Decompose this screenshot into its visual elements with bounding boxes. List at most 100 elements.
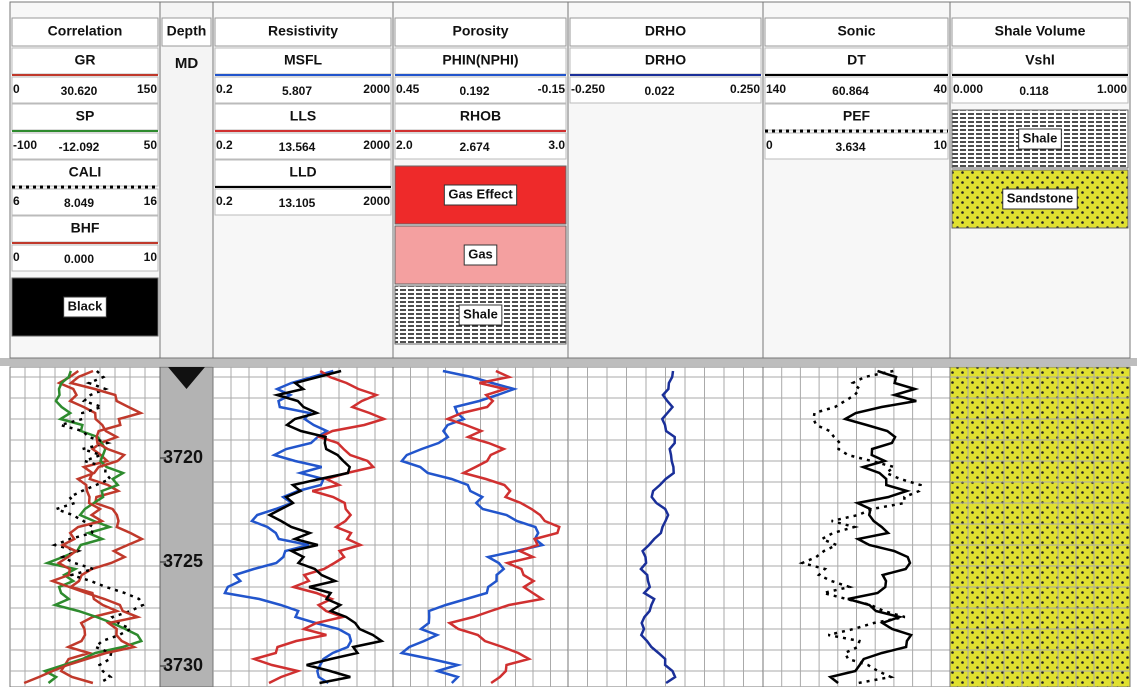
panel-divider xyxy=(0,358,1137,366)
depth-label: 3720 xyxy=(163,447,203,467)
track-title: Resistivity xyxy=(268,23,338,39)
curve-name: CALI xyxy=(69,164,102,180)
curve-max: 150 xyxy=(137,82,157,96)
curve-min: 2.0 xyxy=(396,138,413,152)
track-title-box xyxy=(951,17,1129,47)
curve-max: 10 xyxy=(934,138,948,152)
curve-name-box xyxy=(394,103,567,131)
curve-scale-box xyxy=(394,76,567,104)
depth-label: 3730 xyxy=(163,655,203,675)
curve-min: 0.2 xyxy=(216,194,233,208)
curve-scale-box xyxy=(951,76,1129,104)
log-curve xyxy=(827,369,920,684)
depth-track xyxy=(159,366,214,687)
log-curve xyxy=(223,369,353,685)
curve-name: GR xyxy=(75,52,96,68)
curve-value: 0.022 xyxy=(644,84,674,98)
curve-max: 40 xyxy=(934,82,948,96)
curve-scale-box xyxy=(214,76,392,104)
track-title-box xyxy=(214,17,392,47)
depth-label: 3725 xyxy=(163,551,203,571)
curve-scale-box xyxy=(764,132,949,160)
track-title: Correlation xyxy=(48,23,123,39)
curve-min: -100 xyxy=(13,138,37,152)
fill-label-box xyxy=(458,304,503,326)
log-curve xyxy=(23,369,145,685)
fill-label-box xyxy=(1002,188,1078,210)
curve-scale-box xyxy=(11,132,159,160)
curve-value: 0.118 xyxy=(1019,84,1049,98)
curve-max: 2000 xyxy=(363,82,390,96)
curve-name: DRHO xyxy=(645,52,686,68)
track-title: Porosity xyxy=(452,23,508,39)
curve-scale-box xyxy=(214,188,392,216)
curve-min: 140 xyxy=(766,82,786,96)
curve-value: 5.807 xyxy=(282,84,312,98)
track-title-box xyxy=(161,17,212,47)
fill-label: Gas xyxy=(468,246,493,261)
curve-value: 8.049 xyxy=(64,196,94,210)
fill-label-box xyxy=(1018,128,1062,150)
track-title: DRHO xyxy=(645,23,686,39)
depth-reference: MD xyxy=(175,55,198,72)
curve-name-box xyxy=(214,159,392,187)
log-curve xyxy=(56,369,145,685)
curve-name-box xyxy=(11,47,159,75)
fill-label-box xyxy=(463,244,498,266)
track-title: Shale Volume xyxy=(995,23,1086,39)
curve-name: BHF xyxy=(71,220,100,236)
fill-label: Gas Effect xyxy=(448,186,513,201)
curve-name-box xyxy=(764,103,949,131)
curve-min: 0.2 xyxy=(216,82,233,96)
curve-min: -0.250 xyxy=(571,82,605,96)
curve-name: PEF xyxy=(843,108,871,124)
curve-max: -0.15 xyxy=(538,82,566,96)
curve-scale-box xyxy=(11,188,159,216)
log-curve xyxy=(444,369,561,685)
curve-name: PHIN(NPHI) xyxy=(442,52,518,68)
curve-name: LLD xyxy=(289,164,316,180)
curve-value: 0.000 xyxy=(64,252,94,266)
curve-max: 10 xyxy=(144,250,158,264)
curve-scale-box xyxy=(11,244,159,272)
log-curve xyxy=(398,369,546,684)
curve-max: 2000 xyxy=(363,194,390,208)
curve-name: SP xyxy=(76,108,95,124)
curve-min: 0 xyxy=(13,250,20,264)
log-curve xyxy=(639,370,677,685)
curve-name-box xyxy=(11,159,159,187)
depth-marker xyxy=(168,367,205,389)
curve-min: 0 xyxy=(13,82,20,96)
curve-scale-box xyxy=(214,132,392,160)
curve-max: 3.0 xyxy=(548,138,565,152)
curve-scale-box xyxy=(394,132,567,160)
curve-value: 13.564 xyxy=(279,140,316,154)
curve-name: RHOB xyxy=(460,108,501,124)
fill-label: Black xyxy=(68,298,103,313)
curve-name: Vshl xyxy=(1025,52,1055,68)
curve-name-box xyxy=(394,47,567,75)
curve-name-box xyxy=(951,47,1129,75)
curve-max: 16 xyxy=(144,194,158,208)
curve-min: 0.2 xyxy=(216,138,233,152)
curve-value: 13.105 xyxy=(279,196,316,210)
curve-max: 1.000 xyxy=(1097,82,1127,96)
curve-scale-box xyxy=(764,76,949,104)
curve-value: 3.634 xyxy=(835,140,865,154)
curve-name-box xyxy=(764,47,949,75)
track-title-box xyxy=(394,17,567,47)
curve-scale-box xyxy=(11,76,159,104)
curve-name-box xyxy=(214,47,392,75)
curve-scale-box xyxy=(569,76,762,104)
curve-value: 60.864 xyxy=(832,84,869,98)
curve-value: -12.092 xyxy=(59,140,100,154)
curve-name: MSFL xyxy=(284,52,323,68)
fill-label: Sandstone xyxy=(1007,190,1073,205)
curve-name-box xyxy=(569,47,762,75)
fill-label-box xyxy=(443,184,518,206)
fill-label: Shale xyxy=(1023,130,1058,145)
track-title-box xyxy=(569,17,762,47)
fill-label-box xyxy=(63,296,107,318)
